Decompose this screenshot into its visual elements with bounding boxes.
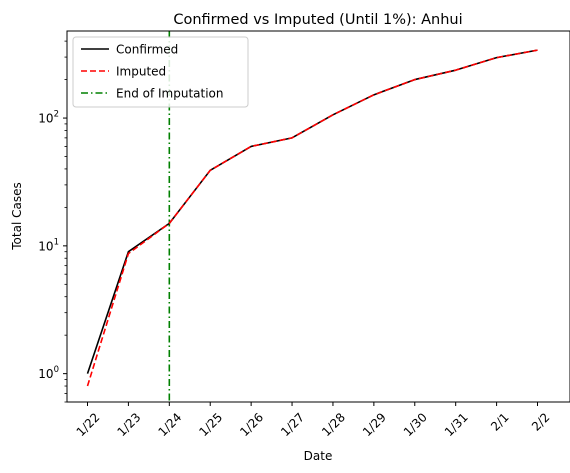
x-tick-label: 2/1 (488, 410, 512, 434)
y-tick-label: 101 (38, 237, 59, 253)
plot-area (66, 30, 570, 403)
series-line-imputed (86, 49, 538, 387)
x-tick-label: 1/22 (74, 410, 103, 439)
x-tick-label: 1/23 (115, 410, 144, 439)
axes-frame (66, 30, 570, 403)
x-tick-label: 1/30 (401, 410, 430, 439)
x-tick-label: 1/27 (278, 410, 307, 439)
legend-label-imputed: Imputed (116, 65, 166, 79)
x-tick-label: 1/24 (155, 410, 184, 439)
x-tick-label: 1/28 (319, 410, 348, 439)
legend-box (72, 36, 249, 108)
y-axis-label: Total Cases (10, 182, 24, 250)
x-tick-label: 1/29 (360, 410, 389, 439)
legend-label-confirmed: Confirmed (116, 43, 178, 57)
legend: Confirmed Imputed End of Imputation (72, 36, 249, 108)
chart-title: Confirmed vs Imputed (Until 1%): Anhui (173, 12, 462, 28)
x-tick-label: 1/31 (442, 410, 471, 439)
y-axis: 100 101 102 (38, 40, 67, 403)
x-tick-label: 1/25 (196, 410, 225, 439)
y-tick-label: 102 (38, 110, 59, 126)
x-axis-label: Date (304, 449, 333, 463)
y-tick-label: 100 (38, 365, 59, 381)
x-tick-label: 2/2 (529, 410, 553, 434)
x-tick-label: 1/26 (237, 410, 266, 439)
x-axis: 1/22 1/23 1/24 1/25 1/26 1/27 1/28 1/29 1/30 1/31… (74, 402, 553, 439)
legend-label-end-of-imputation: End of Imputation (116, 87, 224, 101)
